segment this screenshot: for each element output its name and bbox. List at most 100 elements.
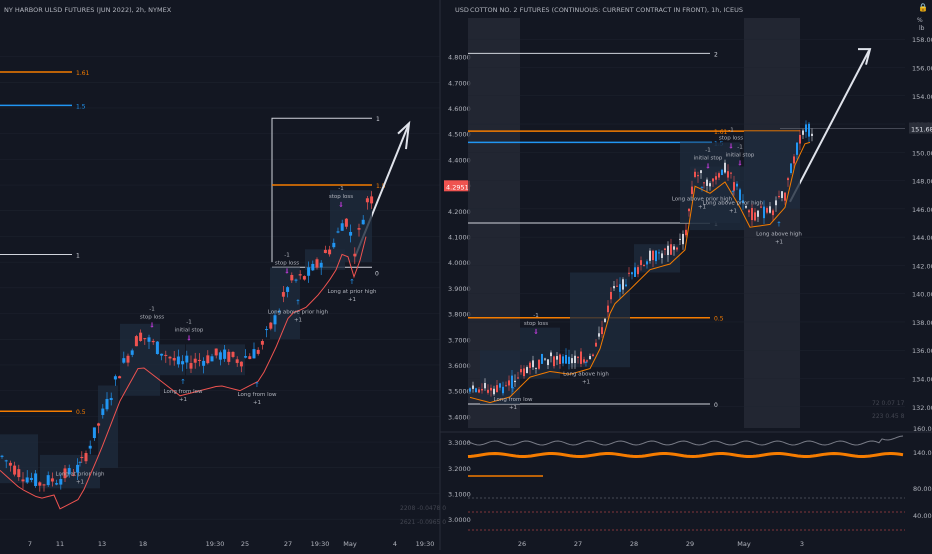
candle-body [583, 359, 585, 363]
candle-body [344, 218, 348, 227]
candle-body [130, 350, 134, 355]
candle-body [21, 479, 25, 482]
candle-body [592, 354, 594, 357]
left-chart-pane[interactable]: NY HARBOR ULSD FUTURES (JUN 2022), 2h, N… [0, 6, 471, 548]
down-arrow-marker: ⇓ [705, 162, 711, 170]
candle-body [655, 250, 657, 262]
candle-body [206, 355, 210, 364]
candle-body [502, 386, 504, 394]
candle-body [223, 349, 227, 359]
right-x-tick-label: May [737, 540, 751, 548]
candle-body [619, 284, 621, 292]
bottom-legend: 2621 -0.0965 0 [400, 519, 446, 526]
candle-body [84, 453, 88, 462]
candle-body [661, 253, 663, 258]
osc-y-tick-label: 160.00 [913, 425, 932, 433]
candle-body [8, 462, 12, 466]
candle-body [706, 179, 708, 186]
candle-body [472, 385, 474, 389]
candle-body [745, 206, 747, 208]
candle-body [574, 355, 576, 364]
candle-body [595, 342, 597, 347]
candle-body [67, 468, 71, 475]
candle-body [469, 388, 471, 392]
up-arrow-marker: ↑ [254, 381, 260, 389]
up-arrow-marker: ↑ [77, 460, 83, 468]
candle-body [286, 287, 290, 292]
right-y-tick-label: 154.00 [912, 93, 932, 101]
candle-body [610, 291, 612, 300]
candle-body [772, 210, 774, 216]
trend-arrow-head [858, 48, 872, 65]
lock-icon: 🔒 [918, 3, 928, 12]
annotation-label: Long above high [756, 232, 802, 238]
right-chart-title: COTTON NO. 2 FUTURES (CONTINUOUS: CURREN… [470, 6, 743, 14]
candle-body [365, 198, 369, 203]
candle-body [562, 356, 564, 364]
candle-body [168, 356, 172, 359]
candle-body [55, 483, 59, 485]
candle-body [784, 192, 786, 201]
candle-body [332, 242, 336, 248]
candle-body [248, 356, 252, 360]
candle-body [4, 460, 8, 462]
candle-body [760, 206, 762, 208]
left-x-tick-label: 18 [139, 540, 147, 548]
osc-legend: 223 0.45 8 [872, 413, 905, 420]
compare-icon: % [917, 17, 923, 24]
candle-body [101, 408, 105, 415]
candle-body [302, 276, 306, 280]
candle-body [38, 482, 42, 486]
right-chart-pane[interactable]: USD COTTON NO. 2 FUTURES (CONTINUOUS: CUR… [440, 3, 932, 548]
annotation-label: +1 [348, 297, 356, 303]
candle-body [214, 348, 218, 356]
candle-body [172, 357, 176, 361]
candle-body [281, 292, 285, 297]
left-x-tick-label: 27 [284, 540, 292, 548]
candle-body [685, 229, 687, 236]
candle-body [160, 353, 164, 356]
moving-average-line [0, 236, 367, 510]
annotation-label: Long above high [563, 372, 609, 378]
left-x-tick-label: 19:30 [206, 540, 225, 548]
candle-body [88, 445, 92, 449]
trade-zone-box [160, 344, 185, 376]
candle-body [778, 196, 780, 198]
candle-body [370, 196, 374, 204]
candle-body [336, 231, 340, 233]
candle-body [580, 351, 582, 364]
candle-body [697, 175, 699, 177]
right-y-tick-label: 150.00 [912, 149, 932, 157]
annotation-label: +1 [582, 380, 590, 386]
candle-body [646, 261, 648, 265]
candle-body [703, 182, 705, 184]
annotation-label: initial stop [726, 153, 755, 159]
candle-body [733, 182, 735, 191]
up-arrow-marker: ↑ [730, 190, 736, 198]
right-y-tick-label: 138.00 [912, 319, 932, 327]
candle-body [682, 233, 684, 245]
candle-body [113, 376, 117, 380]
candle-body [550, 352, 552, 357]
candle-body [517, 377, 519, 379]
candle-body [277, 310, 281, 313]
candle-body [185, 355, 189, 363]
up-arrow-marker: ↑ [180, 378, 186, 386]
left-x-tick-label: 4 [393, 540, 397, 548]
candle-body [787, 178, 789, 181]
candle-body [700, 170, 702, 174]
candle-body [679, 238, 681, 240]
right-y-tick-label: 156.00 [912, 64, 932, 72]
candle-body [601, 327, 603, 335]
down-arrow-marker: ⇓ [284, 268, 290, 276]
up-arrow-marker: ↑ [583, 361, 589, 369]
candle-body [652, 250, 654, 261]
candle-body [484, 383, 486, 389]
candle-body [649, 250, 651, 261]
candle-body [613, 286, 615, 289]
candle-body [269, 322, 273, 329]
candle-body [155, 341, 159, 355]
candle-body [126, 355, 130, 363]
up-arrow-marker: ↑ [295, 299, 301, 307]
